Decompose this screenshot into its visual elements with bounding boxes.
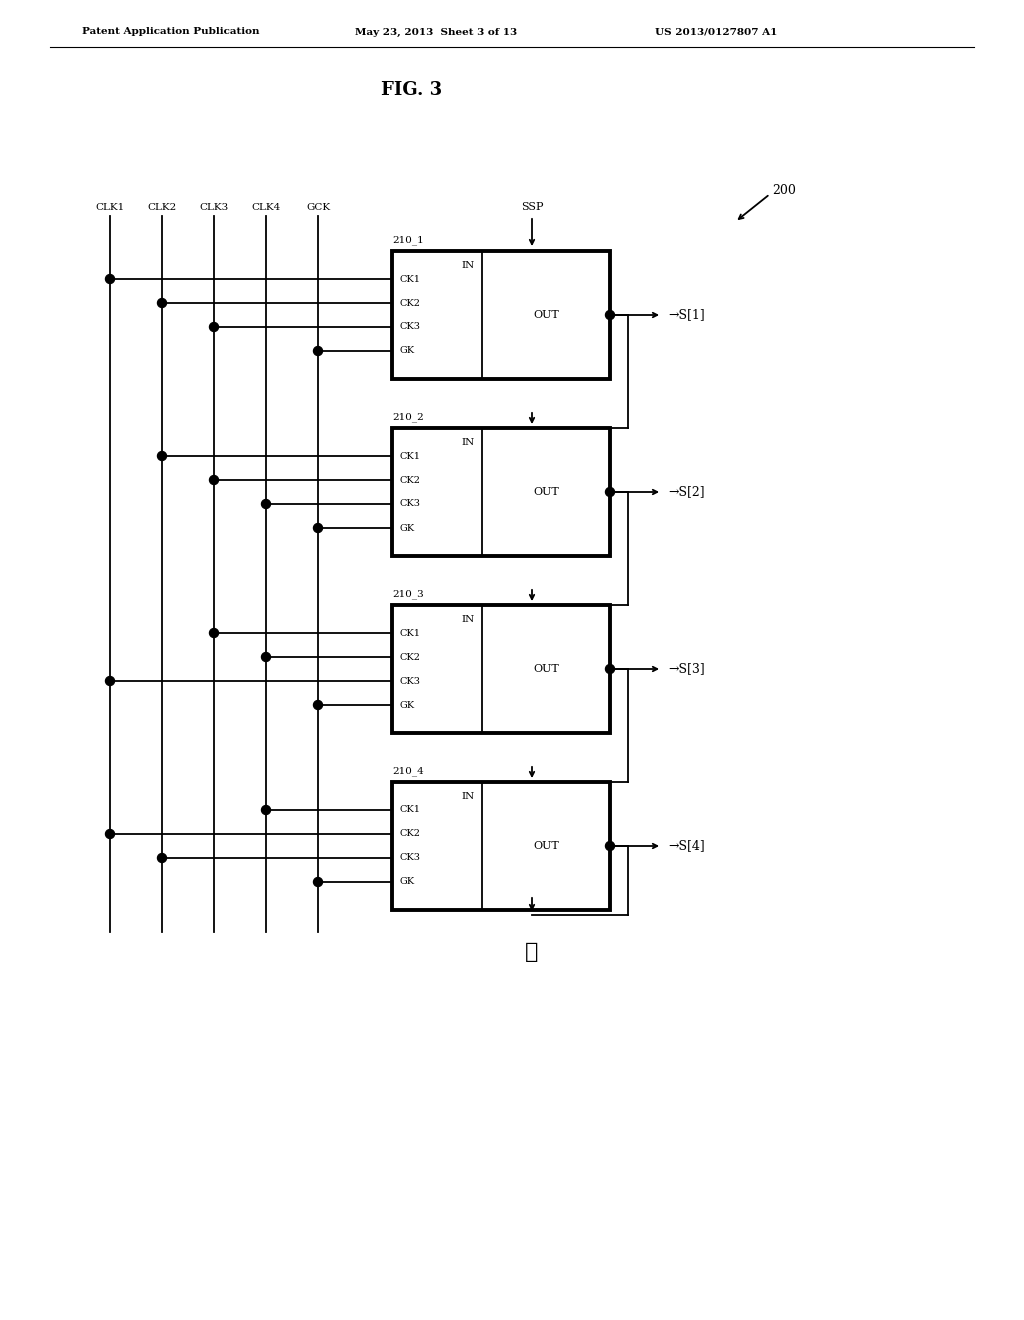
Text: May 23, 2013  Sheet 3 of 13: May 23, 2013 Sheet 3 of 13 (355, 28, 517, 37)
Text: ⋮: ⋮ (525, 941, 539, 964)
Text: CK2: CK2 (399, 298, 420, 308)
Text: CLK4: CLK4 (251, 203, 281, 213)
Circle shape (261, 652, 270, 661)
Circle shape (605, 310, 614, 319)
Circle shape (210, 628, 218, 638)
Text: IN: IN (462, 438, 475, 447)
Text: CK2: CK2 (399, 829, 420, 838)
Circle shape (313, 346, 323, 355)
Text: →S[4]: →S[4] (668, 840, 705, 853)
Text: SSP: SSP (521, 202, 544, 213)
Circle shape (105, 829, 115, 838)
Text: IN: IN (462, 261, 475, 271)
Text: GCK: GCK (306, 203, 330, 213)
Circle shape (158, 298, 167, 308)
Circle shape (313, 524, 323, 532)
Bar (392, 605, 610, 733)
Text: US 2013/0127807 A1: US 2013/0127807 A1 (655, 28, 777, 37)
Text: CK1: CK1 (399, 275, 420, 284)
Text: CK3: CK3 (399, 854, 420, 862)
Text: 210_1: 210_1 (392, 235, 424, 246)
Circle shape (313, 878, 323, 887)
Circle shape (158, 854, 167, 862)
Text: CK2: CK2 (399, 652, 420, 661)
Bar (392, 428, 610, 556)
Circle shape (210, 475, 218, 484)
Text: CK3: CK3 (399, 676, 420, 685)
Text: GK: GK (399, 346, 414, 355)
Text: GK: GK (399, 524, 414, 532)
Text: IN: IN (462, 792, 475, 801)
Text: 210_3: 210_3 (392, 589, 424, 599)
Circle shape (105, 676, 115, 685)
Circle shape (105, 275, 115, 284)
Text: FIG. 3: FIG. 3 (381, 81, 442, 99)
Text: 210_4: 210_4 (392, 767, 424, 776)
Text: CK2: CK2 (399, 475, 420, 484)
Text: CK1: CK1 (399, 805, 420, 814)
Text: OUT: OUT (534, 664, 559, 675)
Circle shape (605, 664, 614, 673)
Text: 210_2: 210_2 (392, 412, 424, 422)
Text: CLK2: CLK2 (147, 203, 176, 213)
Text: →S[1]: →S[1] (668, 309, 705, 322)
Text: GK: GK (399, 701, 414, 710)
Circle shape (261, 805, 270, 814)
Text: Patent Application Publication: Patent Application Publication (82, 28, 259, 37)
Text: CLK3: CLK3 (200, 203, 228, 213)
Text: CK1: CK1 (399, 451, 420, 461)
Text: OUT: OUT (534, 487, 559, 498)
Text: →S[3]: →S[3] (668, 663, 705, 676)
Bar (392, 781, 610, 909)
Circle shape (158, 451, 167, 461)
Text: CK3: CK3 (399, 322, 420, 331)
Text: CLK1: CLK1 (95, 203, 125, 213)
Circle shape (605, 842, 614, 850)
Text: →S[2]: →S[2] (668, 486, 705, 499)
Circle shape (605, 487, 614, 496)
Circle shape (261, 499, 270, 508)
Text: 200: 200 (772, 183, 796, 197)
Bar (392, 251, 610, 379)
Circle shape (210, 322, 218, 331)
Text: GK: GK (399, 878, 414, 887)
Text: OUT: OUT (534, 310, 559, 319)
Circle shape (313, 701, 323, 710)
Text: CK3: CK3 (399, 499, 420, 508)
Text: CK1: CK1 (399, 628, 420, 638)
Text: IN: IN (462, 615, 475, 624)
Text: OUT: OUT (534, 841, 559, 851)
